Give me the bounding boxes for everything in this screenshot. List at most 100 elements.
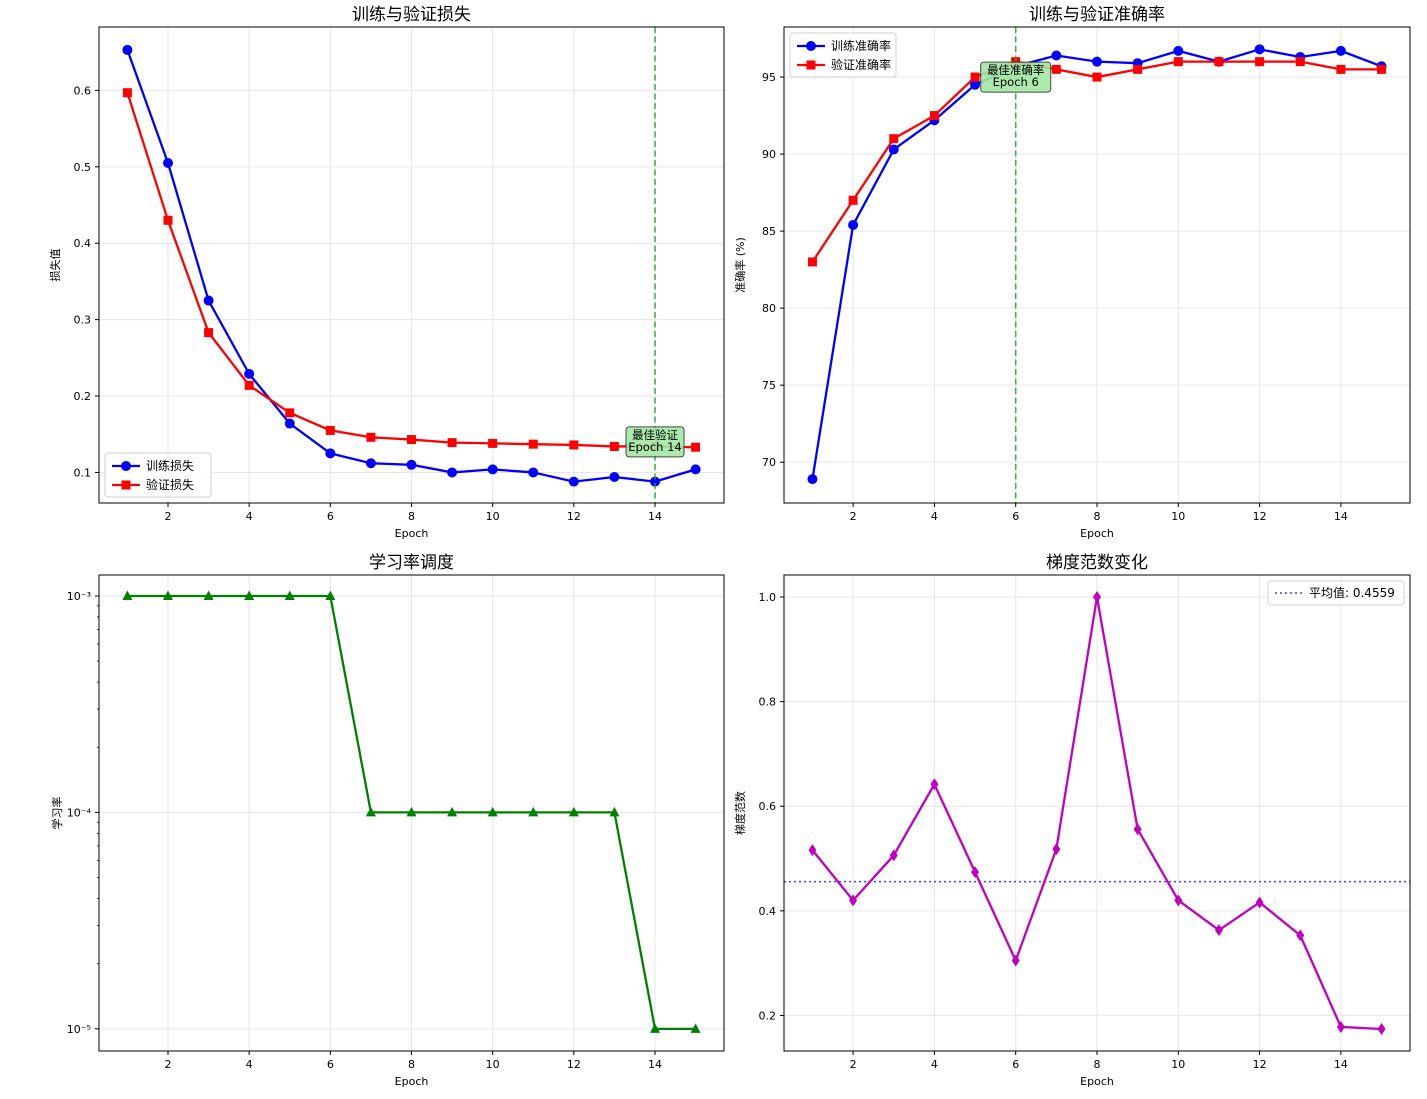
data-point	[163, 215, 173, 225]
data-point	[528, 439, 538, 449]
data-point	[609, 806, 620, 817]
data-point	[889, 849, 898, 862]
y-tick-label: 0.4	[759, 905, 777, 918]
data-point	[1254, 44, 1265, 55]
data-point	[244, 380, 254, 390]
data-point	[1173, 45, 1184, 56]
x-axis-label: Epoch	[395, 527, 429, 540]
data-point	[808, 844, 817, 857]
x-tick-label: 8	[408, 510, 415, 523]
x-tick-label: 2	[164, 1058, 171, 1071]
data-point	[1336, 64, 1346, 74]
data-point	[1051, 64, 1061, 74]
y-tick-label: 1.0	[759, 591, 777, 604]
x-axis-label: Epoch	[1080, 527, 1114, 540]
y-axis-label: 学习率	[50, 797, 64, 830]
data-point	[568, 806, 579, 817]
legend-box	[1267, 580, 1405, 606]
chart-title: 学习率调度	[369, 553, 454, 573]
data-point	[1255, 896, 1264, 909]
data-point	[162, 590, 173, 600]
y-tick-label: 0.5	[74, 161, 92, 174]
data-point	[1336, 1020, 1345, 1033]
x-tick-label: 12	[1253, 510, 1267, 523]
x-tick-label: 8	[1094, 1058, 1101, 1071]
data-point	[971, 866, 980, 879]
x-tick-label: 2	[850, 1058, 857, 1071]
x-tick-label: 4	[931, 510, 938, 523]
y-tick-label: 90	[762, 148, 776, 161]
y-tick-label: 80	[762, 302, 776, 315]
chart-title: 训练与验证损失	[352, 5, 471, 25]
x-tick-label: 12	[567, 1058, 581, 1071]
legend-label: 训练损失	[146, 458, 194, 473]
data-point	[609, 441, 619, 451]
data-point	[807, 474, 818, 485]
data-point	[447, 438, 457, 448]
data-point	[528, 467, 539, 478]
data-point	[1296, 929, 1305, 942]
data-point	[284, 418, 295, 429]
y-tick-label: 0.6	[759, 800, 777, 813]
data-point	[650, 1023, 661, 1033]
data-point	[1052, 843, 1061, 856]
data-point	[1173, 57, 1183, 67]
data-point	[1051, 50, 1062, 61]
y-tick-label: 0.2	[74, 390, 92, 403]
legend-swatch-marker	[121, 461, 131, 471]
chart-4: 2 4 6 8 10 12 14 0.2 0.4 0.6 0.8 1.0 梯度范数变化 Epoch 梯度范数…	[733, 553, 1411, 1088]
data-point	[122, 44, 133, 55]
data-point	[1093, 590, 1101, 603]
x-tick-label: 10	[1171, 1058, 1185, 1071]
data-point	[1011, 954, 1020, 967]
data-point	[929, 111, 939, 121]
x-tick-label: 14	[1334, 1058, 1348, 1071]
legend-swatch-marker	[806, 60, 816, 70]
data-point	[203, 295, 214, 306]
x-tick-label: 12	[1253, 1058, 1267, 1071]
legend-swatch-marker	[806, 41, 816, 51]
y-tick-label: 75	[762, 379, 776, 392]
data-point	[1377, 1023, 1386, 1036]
data-point	[325, 590, 336, 600]
x-tick-label: 6	[327, 510, 334, 523]
y-tick-label: 95	[762, 71, 776, 84]
data-point	[690, 464, 701, 475]
annotation-text: Epoch 14	[628, 440, 682, 454]
annotation-text: 最佳准确率	[987, 63, 1045, 77]
x-tick-label: 2	[850, 510, 857, 523]
legend-label: 训练准确率	[831, 38, 891, 53]
data-point	[930, 778, 939, 791]
data-point	[365, 806, 376, 817]
data-point	[244, 590, 255, 600]
data-point	[569, 440, 579, 450]
x-tick-label: 14	[648, 1058, 662, 1071]
data-point	[970, 72, 980, 82]
data-point	[244, 368, 255, 379]
data-point	[568, 476, 579, 487]
data-point	[122, 88, 132, 98]
y-tick-label: 0.3	[74, 314, 92, 327]
x-tick-label: 6	[1012, 1058, 1019, 1071]
data-point	[889, 134, 899, 144]
x-tick-label: 6	[327, 1058, 334, 1071]
chart-title: 训练与验证准确率	[1029, 5, 1165, 25]
legend: 平均值: 0.4559	[1267, 580, 1405, 606]
legend-label: 验证损失	[146, 477, 194, 492]
data-point	[650, 476, 661, 487]
data-point	[487, 806, 498, 817]
y-axis-label: 损失值	[48, 249, 62, 282]
data-point	[406, 806, 417, 817]
data-point	[1133, 823, 1142, 836]
data-point	[488, 438, 498, 448]
x-tick-label: 10	[486, 510, 500, 523]
data-point	[1214, 924, 1223, 937]
data-point	[285, 408, 295, 418]
data-point	[204, 328, 214, 338]
data-point	[848, 219, 859, 230]
y-tick-label: 0.2	[759, 1009, 777, 1022]
x-tick-label: 10	[486, 1058, 500, 1071]
